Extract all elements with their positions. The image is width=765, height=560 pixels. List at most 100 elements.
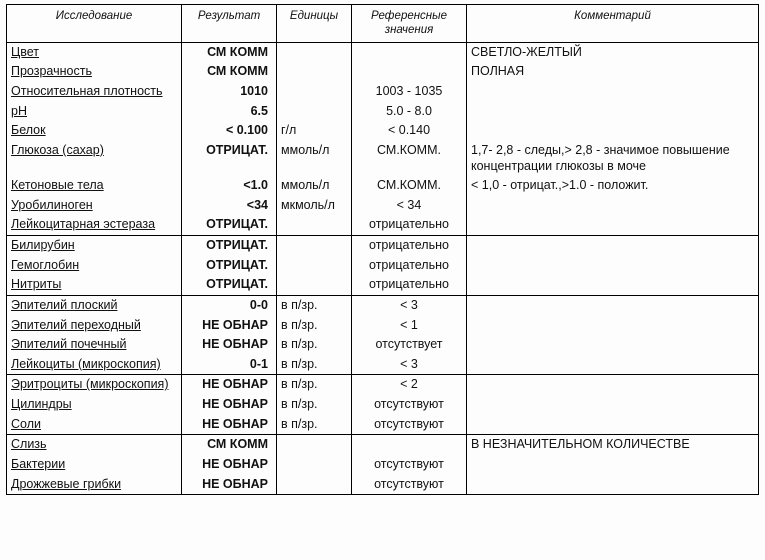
cell-units: [277, 275, 352, 295]
cell-comment: [467, 275, 759, 295]
cell-units: в п/зр.: [277, 316, 352, 336]
cell-test: Эпителий плоский: [7, 295, 182, 315]
cell-units: [277, 435, 352, 455]
table-row: ГемоглобинОТРИЦАТ.отрицательно: [7, 256, 759, 276]
cell-test: Белок: [7, 121, 182, 141]
cell-test: Нитриты: [7, 275, 182, 295]
cell-units: мкмоль/л: [277, 196, 352, 216]
cell-result: 0-1: [182, 355, 277, 375]
cell-result: 1010: [182, 82, 277, 102]
cell-test: Бактерии: [7, 455, 182, 475]
cell-comment: [467, 102, 759, 122]
cell-test: pH: [7, 102, 182, 122]
table-row: СолиНЕ ОБНАРв п/зр.отсутствуют: [7, 415, 759, 435]
cell-reference: отсутствуют: [352, 395, 467, 415]
cell-result: < 0.100: [182, 121, 277, 141]
cell-reference: СМ.КОММ.: [352, 176, 467, 196]
cell-comment: [467, 395, 759, 415]
col-result: Результат: [182, 5, 277, 43]
cell-comment: [467, 415, 759, 435]
cell-reference: < 0.140: [352, 121, 467, 141]
cell-units: в п/зр.: [277, 395, 352, 415]
cell-reference: [352, 62, 467, 82]
cell-result: НЕ ОБНАР: [182, 316, 277, 336]
cell-reference: [352, 42, 467, 62]
cell-comment: [467, 121, 759, 141]
cell-reference: < 34: [352, 196, 467, 216]
cell-test: Эритроциты (микроскопия): [7, 375, 182, 395]
cell-units: ммоль/л: [277, 141, 352, 176]
cell-comment: [467, 295, 759, 315]
cell-units: [277, 82, 352, 102]
table-row: Глюкоза (сахар)ОТРИЦАТ.ммоль/лСМ.КОММ.1,…: [7, 141, 759, 176]
cell-comment: СВЕТЛО-ЖЕЛТЫЙ: [467, 42, 759, 62]
cell-test: Билирубин: [7, 236, 182, 256]
cell-units: [277, 256, 352, 276]
cell-test: Цилиндры: [7, 395, 182, 415]
cell-comment: [467, 316, 759, 336]
col-ref: Референсные значения: [352, 5, 467, 43]
cell-reference: [352, 435, 467, 455]
cell-reference: отрицательно: [352, 236, 467, 256]
cell-result: СМ КОММ: [182, 42, 277, 62]
cell-comment: ПОЛНАЯ: [467, 62, 759, 82]
cell-reference: отрицательно: [352, 256, 467, 276]
table-row: СлизьСМ КОММВ НЕЗНАЧИТЕЛЬНОМ КОЛИЧЕСТВЕ: [7, 435, 759, 455]
cell-comment: [467, 215, 759, 235]
cell-units: в п/зр.: [277, 295, 352, 315]
cell-units: [277, 236, 352, 256]
cell-comment: < 1,0 - отрицат.,>1.0 - положит.: [467, 176, 759, 196]
table-row: Эритроциты (микроскопия)НЕ ОБНАРв п/зр.<…: [7, 375, 759, 395]
table-row: Уробилиноген<34мкмоль/л< 34: [7, 196, 759, 216]
cell-reference: < 1: [352, 316, 467, 336]
cell-reference: отсутствует: [352, 335, 467, 355]
table-row: Эпителий плоский0-0в п/зр.< 3: [7, 295, 759, 315]
col-test: Исследование: [7, 5, 182, 43]
cell-comment: [467, 236, 759, 256]
cell-units: в п/зр.: [277, 375, 352, 395]
cell-reference: отсутствуют: [352, 455, 467, 475]
cell-units: [277, 455, 352, 475]
cell-result: 0-0: [182, 295, 277, 315]
cell-result: НЕ ОБНАР: [182, 375, 277, 395]
cell-reference: < 2: [352, 375, 467, 395]
table-row: НитритыОТРИЦАТ.отрицательно: [7, 275, 759, 295]
cell-reference: 1003 - 1035: [352, 82, 467, 102]
cell-comment: [467, 355, 759, 375]
cell-comment: В НЕЗНАЧИТЕЛЬНОМ КОЛИЧЕСТВЕ: [467, 435, 759, 455]
cell-result: НЕ ОБНАР: [182, 475, 277, 495]
cell-reference: < 3: [352, 295, 467, 315]
cell-test: Слизь: [7, 435, 182, 455]
col-units: Единицы: [277, 5, 352, 43]
cell-units: [277, 475, 352, 495]
cell-comment: [467, 256, 759, 276]
table-body: ЦветСМ КОММСВЕТЛО-ЖЕЛТЫЙПрозрачностьСМ К…: [7, 42, 759, 494]
table-row: pH6.5 5.0 - 8.0: [7, 102, 759, 122]
cell-result: ОТРИЦАТ.: [182, 141, 277, 176]
cell-comment: [467, 475, 759, 495]
cell-test: Дрожжевые грибки: [7, 475, 182, 495]
cell-result: <34: [182, 196, 277, 216]
cell-reference: отсутствуют: [352, 475, 467, 495]
cell-result: НЕ ОБНАР: [182, 415, 277, 435]
cell-units: [277, 62, 352, 82]
table-row: Лейкоциты (микроскопия)0-1в п/зр.< 3: [7, 355, 759, 375]
cell-units: в п/зр.: [277, 335, 352, 355]
cell-test: Лейкоциты (микроскопия): [7, 355, 182, 375]
cell-comment: [467, 82, 759, 102]
cell-reference: СМ.КОММ.: [352, 141, 467, 176]
cell-test: Эпителий переходный: [7, 316, 182, 336]
cell-reference: 5.0 - 8.0: [352, 102, 467, 122]
cell-result: <1.0: [182, 176, 277, 196]
cell-result: ОТРИЦАТ.: [182, 215, 277, 235]
cell-result: 6.5: [182, 102, 277, 122]
table-row: Лейкоцитарная эстеразаОТРИЦАТ.отрицатель…: [7, 215, 759, 235]
cell-units: [277, 42, 352, 62]
cell-test: Кетоновые тела: [7, 176, 182, 196]
cell-comment: [467, 375, 759, 395]
cell-reference: отсутствуют: [352, 415, 467, 435]
table-row: Кетоновые тела<1.0ммоль/лСМ.КОММ.< 1,0 -…: [7, 176, 759, 196]
cell-comment: 1,7- 2,8 - следы,> 2,8 - значимое повыше…: [467, 141, 759, 176]
table-header-row: Исследование Результат Единицы Референсн…: [7, 5, 759, 43]
table-row: Эпителий переходныйНЕ ОБНАРв п/зр.< 1: [7, 316, 759, 336]
